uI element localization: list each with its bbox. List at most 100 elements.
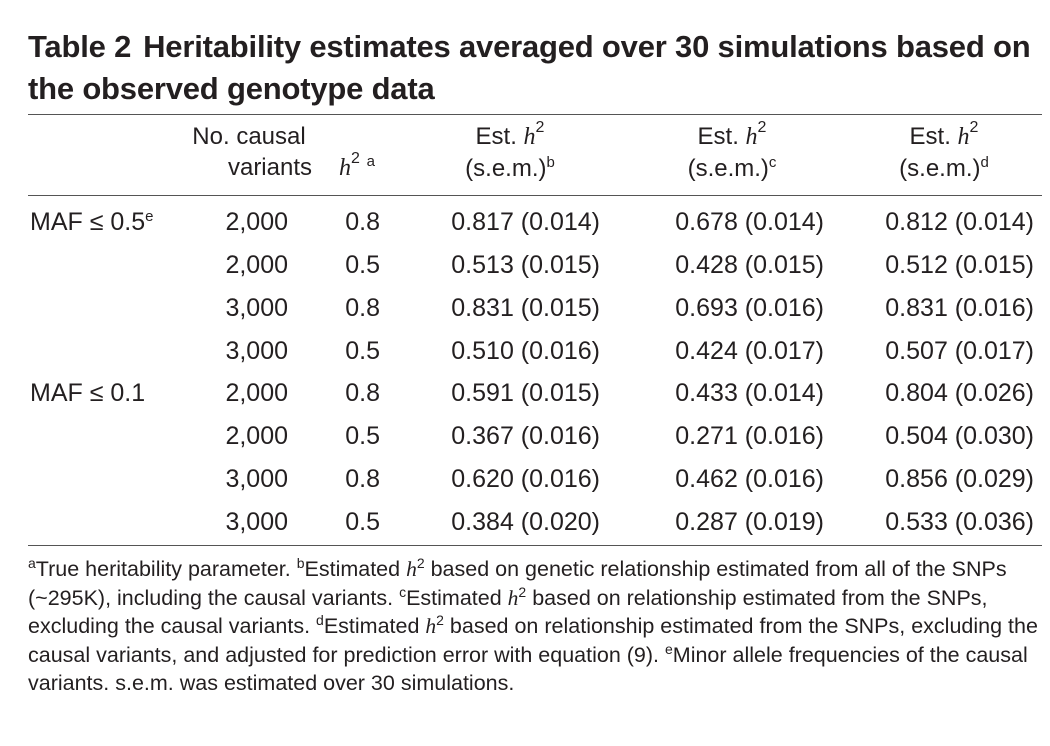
table-row: 3,000 0.5 0.384 (0.020) 0.287 (0.019) 0.… bbox=[0, 501, 1050, 544]
footnote-d-mark: d bbox=[316, 612, 324, 629]
est-1-cell: 0.510 (0.016) bbox=[451, 337, 600, 365]
causal-variants-cell: 3,000 bbox=[225, 465, 288, 493]
footnote-d-text2: based on relationship estimated from the… bbox=[28, 614, 1038, 667]
table-title-text: Heritability estimates averaged over 30 … bbox=[28, 29, 1031, 106]
table-row: 3,000 0.8 0.620 (0.016) 0.462 (0.016) 0.… bbox=[0, 458, 1050, 501]
header-h2-note: a bbox=[366, 153, 375, 170]
footnote-c-mark: c bbox=[399, 583, 407, 600]
est-2-cell: 0.693 (0.016) bbox=[675, 294, 824, 322]
footnote-b-text1: Estimated bbox=[304, 557, 407, 581]
est-3-cell: 0.856 (0.029) bbox=[885, 465, 1034, 493]
est-2-cell: 0.678 (0.014) bbox=[675, 208, 824, 236]
header-est-2: Est. h2 (s.e.m.)c bbox=[652, 119, 812, 184]
footnote-d-h-sup: 2 bbox=[436, 612, 444, 629]
top-rule bbox=[28, 114, 1042, 115]
footnote-c-h: h bbox=[507, 585, 519, 610]
table-row: 2,000 0.5 0.367 (0.016) 0.271 (0.016) 0.… bbox=[0, 415, 1050, 458]
causal-variants-cell: 3,000 bbox=[225, 294, 288, 322]
h2-cell: 0.8 bbox=[345, 208, 380, 236]
table-row: 3,000 0.5 0.510 (0.016) 0.424 (0.017) 0.… bbox=[0, 330, 1050, 373]
est-1-cell: 0.591 (0.015) bbox=[451, 379, 600, 407]
est-3-cell: 0.512 (0.015) bbox=[885, 251, 1034, 279]
est-3-cell: 0.831 (0.016) bbox=[885, 294, 1034, 322]
group-label: MAF ≤ 0.1 bbox=[30, 379, 146, 407]
h2-cell: 0.8 bbox=[345, 379, 380, 407]
causal-variants-cell: 3,000 bbox=[225, 337, 288, 365]
table-row: MAF ≤ 0.5e 2,000 0.8 0.817 (0.014) 0.678… bbox=[0, 201, 1050, 244]
footnote-e-mark: e bbox=[664, 640, 673, 657]
footnote-e-text: Minor allele frequencies of the causal v… bbox=[28, 642, 1028, 696]
est-2-cell: 0.424 (0.017) bbox=[675, 337, 824, 365]
header-est-3-note: d bbox=[980, 154, 989, 171]
footnote-b-h-sup: 2 bbox=[416, 555, 425, 571]
est-1-cell: 0.384 (0.020) bbox=[451, 508, 600, 536]
group-label: MAF ≤ 0.5e bbox=[30, 208, 154, 236]
bottom-rule bbox=[28, 545, 1042, 546]
causal-variants-cell: 3,000 bbox=[225, 508, 288, 536]
table-title: Table 2 Heritability estimates averaged o… bbox=[28, 26, 1038, 110]
h2-cell: 0.8 bbox=[345, 294, 380, 322]
causal-variants-cell: 2,000 bbox=[225, 208, 288, 236]
est-1-cell: 0.817 (0.014) bbox=[451, 208, 600, 236]
header-est-3-prefix: Est. bbox=[909, 123, 951, 150]
header-est-2-sem: (s.e.m.) bbox=[687, 155, 769, 182]
est-1-cell: 0.831 (0.015) bbox=[451, 294, 600, 322]
table-label: Table 2 bbox=[28, 29, 132, 64]
header-est-3: Est. h2 (s.e.m.)d bbox=[864, 119, 1024, 184]
table-row: 2,000 0.5 0.513 (0.015) 0.428 (0.015) 0.… bbox=[0, 244, 1050, 287]
footnote-b-h: h bbox=[406, 557, 417, 581]
est-2-cell: 0.271 (0.016) bbox=[675, 422, 824, 450]
footnote-c-h-sup: 2 bbox=[518, 583, 527, 600]
header-est-2-symbol: h bbox=[745, 124, 758, 150]
header-est-1-sup: 2 bbox=[535, 119, 545, 136]
header-causal-line2: variants bbox=[227, 154, 313, 181]
est-3-cell: 0.533 (0.036) bbox=[885, 508, 1034, 536]
table-row: MAF ≤ 0.1 2,000 0.8 0.591 (0.015) 0.433 … bbox=[0, 372, 1050, 415]
header-est-3-sup: 2 bbox=[969, 119, 979, 136]
header-h2-sup: 2 bbox=[351, 150, 360, 167]
h2-cell: 0.5 bbox=[345, 422, 380, 450]
header-causal-variants: No. causal variants bbox=[174, 121, 324, 183]
h2-cell: 0.5 bbox=[345, 251, 380, 279]
est-1-cell: 0.513 (0.015) bbox=[451, 251, 600, 279]
header-causal-line1: No. causal bbox=[192, 123, 306, 150]
footnote-c-text1: Estimated bbox=[406, 585, 508, 610]
header-est-3-symbol: h bbox=[957, 124, 970, 150]
footnote-b-mark: b bbox=[296, 555, 305, 571]
header-est-2-prefix: Est. bbox=[697, 123, 739, 150]
causal-variants-cell: 2,000 bbox=[225, 251, 288, 279]
header-h2-symbol: h bbox=[339, 155, 352, 181]
header-est-2-note: c bbox=[768, 154, 777, 171]
est-3-cell: 0.504 (0.030) bbox=[885, 422, 1034, 450]
est-1-cell: 0.367 (0.016) bbox=[451, 422, 600, 450]
header-est-1-prefix: Est. bbox=[475, 123, 517, 150]
header-est-1: Est. h2 (s.e.m.)b bbox=[430, 119, 590, 184]
h2-cell: 0.8 bbox=[345, 465, 380, 493]
header-est-2-sup: 2 bbox=[757, 119, 767, 136]
header-h2: h2 a bbox=[326, 121, 388, 184]
header-est-3-sem: (s.e.m.) bbox=[899, 155, 981, 182]
h2-cell: 0.5 bbox=[345, 508, 380, 536]
est-3-cell: 0.804 (0.026) bbox=[885, 379, 1034, 407]
footnote-c-text2: based on relationship estimated from the… bbox=[28, 585, 988, 639]
group-note: e bbox=[145, 208, 154, 225]
footnote-a-text: True heritability parameter. bbox=[35, 557, 297, 581]
header-est-1-sem: (s.e.m.) bbox=[465, 155, 547, 182]
table-footnotes: aTrue heritability parameter. bEstimated… bbox=[28, 555, 1038, 698]
est-3-cell: 0.507 (0.017) bbox=[885, 337, 1034, 365]
est-2-cell: 0.462 (0.016) bbox=[675, 465, 824, 493]
est-1-cell: 0.620 (0.016) bbox=[451, 465, 600, 493]
footnote-d-h: h bbox=[425, 614, 437, 639]
causal-variants-cell: 2,000 bbox=[225, 422, 288, 450]
footnote-d-text1: Estimated bbox=[323, 614, 426, 639]
header-est-1-symbol: h bbox=[523, 124, 536, 150]
est-2-cell: 0.287 (0.019) bbox=[675, 508, 824, 536]
est-3-cell: 0.812 (0.014) bbox=[885, 208, 1034, 236]
causal-variants-cell: 2,000 bbox=[225, 379, 288, 407]
footnote-a-mark: a bbox=[28, 555, 36, 571]
footnote-b-text2: based on genetic relationship estimated … bbox=[28, 557, 1007, 610]
est-2-cell: 0.428 (0.015) bbox=[675, 251, 824, 279]
header-rule bbox=[28, 195, 1042, 196]
h2-cell: 0.5 bbox=[345, 337, 380, 365]
